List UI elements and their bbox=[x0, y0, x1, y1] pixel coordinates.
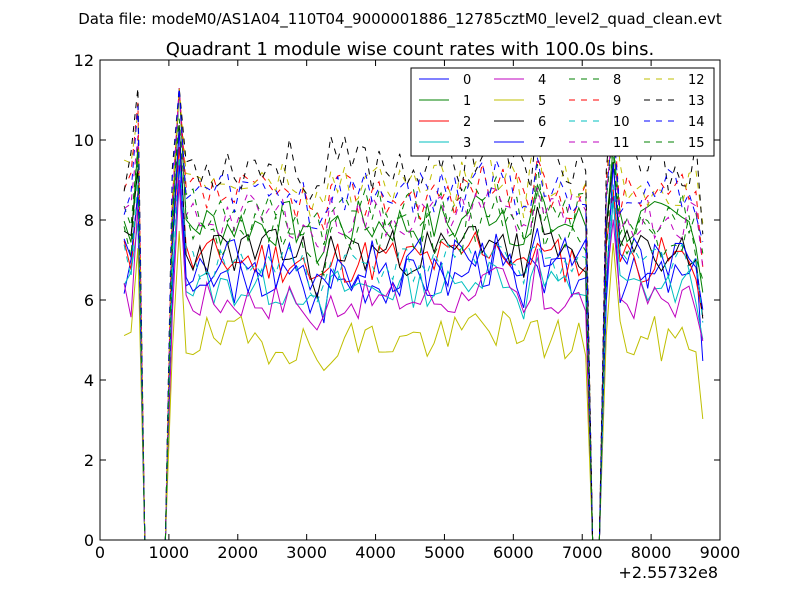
y-tick-label: 12 bbox=[74, 51, 94, 70]
x-tick-label: 7000 bbox=[562, 543, 603, 562]
legend-label-0: 0 bbox=[463, 73, 471, 88]
legend-label-7: 7 bbox=[538, 136, 546, 151]
y-tick-label: 6 bbox=[84, 291, 94, 310]
series-line-8 bbox=[123, 89, 704, 541]
y-tick-label: 0 bbox=[84, 531, 94, 550]
legend-label-11: 11 bbox=[613, 136, 630, 151]
series-line-14 bbox=[123, 87, 704, 541]
legend-label-13: 13 bbox=[688, 94, 705, 109]
legend-label-15: 15 bbox=[688, 136, 705, 151]
ticks: 0 1000 2000 3000 4000 5000 6000 7000 8000 9000 0 2 4… bbox=[74, 51, 741, 562]
legend-label-10: 10 bbox=[613, 115, 630, 130]
y-tick-label: 8 bbox=[84, 211, 94, 230]
series-line-15 bbox=[123, 118, 704, 541]
chart-title: Quadrant 1 module wise count rates with … bbox=[166, 39, 655, 60]
x-tick-label: 4000 bbox=[355, 543, 396, 562]
x-tick-label: 9000 bbox=[700, 543, 741, 562]
legend-label-1: 1 bbox=[463, 94, 471, 109]
series-line-12 bbox=[123, 87, 704, 541]
x-tick-label: 3000 bbox=[286, 543, 327, 562]
y-tick-label: 4 bbox=[84, 371, 94, 390]
legend-frame bbox=[410, 67, 715, 157]
x-tick-label: 1000 bbox=[149, 543, 190, 562]
legend-label-5: 5 bbox=[538, 94, 546, 109]
legend-label-3: 3 bbox=[463, 136, 471, 151]
legend-label-4: 4 bbox=[538, 73, 546, 88]
legend-label-14: 14 bbox=[688, 115, 705, 130]
suptitle: Data file: modeM0/AS1A04_110T04_90000018… bbox=[78, 10, 722, 29]
x-tick-label: 6000 bbox=[493, 543, 534, 562]
series-line-6 bbox=[123, 125, 704, 541]
x-offset-label: +2.55732e8 bbox=[618, 563, 718, 582]
series-line-10 bbox=[123, 156, 704, 541]
plot-lines bbox=[123, 87, 704, 541]
y-tick-label: 10 bbox=[74, 131, 94, 150]
series-line-5 bbox=[123, 230, 704, 541]
x-tick-label: 2000 bbox=[217, 543, 258, 562]
legend-label-6: 6 bbox=[538, 115, 546, 130]
series-line-13 bbox=[123, 87, 704, 541]
legend-label-2: 2 bbox=[463, 115, 471, 130]
x-tick-label: 0 bbox=[95, 543, 105, 562]
legend-label-12: 12 bbox=[688, 73, 705, 88]
x-tick-label: 8000 bbox=[631, 543, 672, 562]
y-tick-label: 2 bbox=[84, 451, 94, 470]
legend-label-8: 8 bbox=[613, 73, 621, 88]
legend-label-9: 9 bbox=[613, 94, 621, 109]
x-tick-label: 5000 bbox=[424, 543, 465, 562]
